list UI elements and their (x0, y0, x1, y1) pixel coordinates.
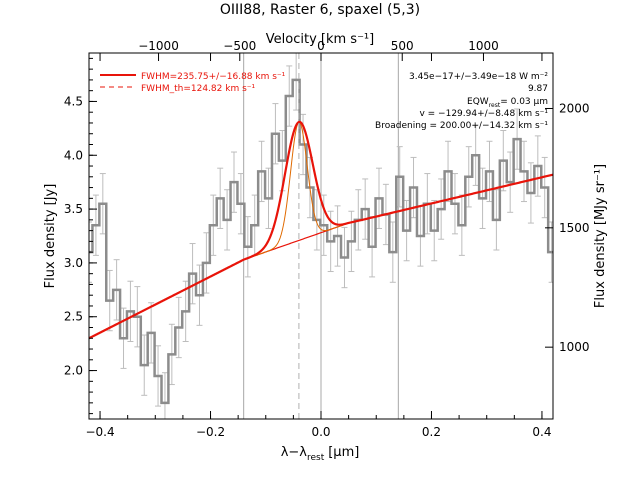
model-fit-line (89, 120, 553, 340)
y-tick-label: 2.0 (64, 364, 83, 378)
left-axis-ticks: 2.0 2.5 3.0 3.5 4.0 4.5 (64, 57, 97, 415)
top-tick-label: 1000 (468, 39, 499, 53)
chart-title: OIII88, Raster 6, spaxel (5,3) (220, 2, 420, 18)
legend-entry-fwhm: FWHM=235.75+/−16.88 km s⁻¹ (141, 72, 286, 82)
top-tick-label: −500 (223, 39, 256, 53)
legend-entry-fwhm-th: FWHM_th=124.82 km s⁻¹ (141, 84, 256, 94)
x-tick-label: −0.2 (196, 425, 225, 439)
y-tick-label: 2.5 (64, 310, 83, 324)
x-tick-label: −0.4 (85, 425, 114, 439)
x-tick-label: 0.2 (422, 425, 441, 439)
annotation-broadening: Broadening = 200.00+/−14.32 km s⁻¹ (375, 121, 548, 131)
annotation-velocity: v = −129.94+/−8.48 km s⁻¹ (419, 109, 548, 119)
annotation-eqw: EQWrest= 0.03 μm (467, 97, 548, 109)
top-axis-label: Velocity [km s⁻¹] (266, 32, 374, 47)
top-axis-ticks: −1000 −500 0 500 1000 (138, 39, 499, 61)
bottom-axis-ticks: −0.4 −0.2 0.0 0.2 0.4 (85, 53, 551, 439)
annotation-flux: 3.45e−17+/−3.49e−18 W m⁻² (409, 72, 548, 82)
y-tick-label: 3.5 (64, 202, 83, 216)
top-tick-label: 0 (317, 39, 325, 53)
right-tick-label: 1500 (559, 221, 590, 235)
right-axis-label: Flux density [MJy sr⁻¹] (593, 164, 608, 308)
y-tick-label: 4.5 (64, 94, 83, 108)
y-tick-label: 4.0 (64, 148, 83, 162)
fit-annotations: 3.45e−17+/−3.49e−18 W m⁻² 9.87 EQWrest= … (375, 72, 548, 131)
x-tick-label: 0.4 (532, 425, 551, 439)
top-tick-label: 500 (391, 39, 414, 53)
right-tick-label: 1000 (559, 340, 590, 354)
x-tick-label: 0.0 (311, 425, 330, 439)
right-tick-label: 2000 (559, 101, 590, 115)
right-axis-ticks: 1000 1500 2000 (545, 101, 590, 354)
data-step-line (89, 78, 553, 405)
y-axis-label: Flux density [Jy] (43, 184, 58, 289)
top-tick-label: −1000 (138, 39, 179, 53)
x-axis-label: λ−λrest [μm] (281, 445, 360, 463)
legend: FWHM=235.75+/−16.88 km s⁻¹ FWHM_th=124.8… (100, 72, 286, 94)
y-tick-label: 3.0 (64, 256, 83, 270)
annotation-snr: 9.87 (528, 84, 548, 94)
